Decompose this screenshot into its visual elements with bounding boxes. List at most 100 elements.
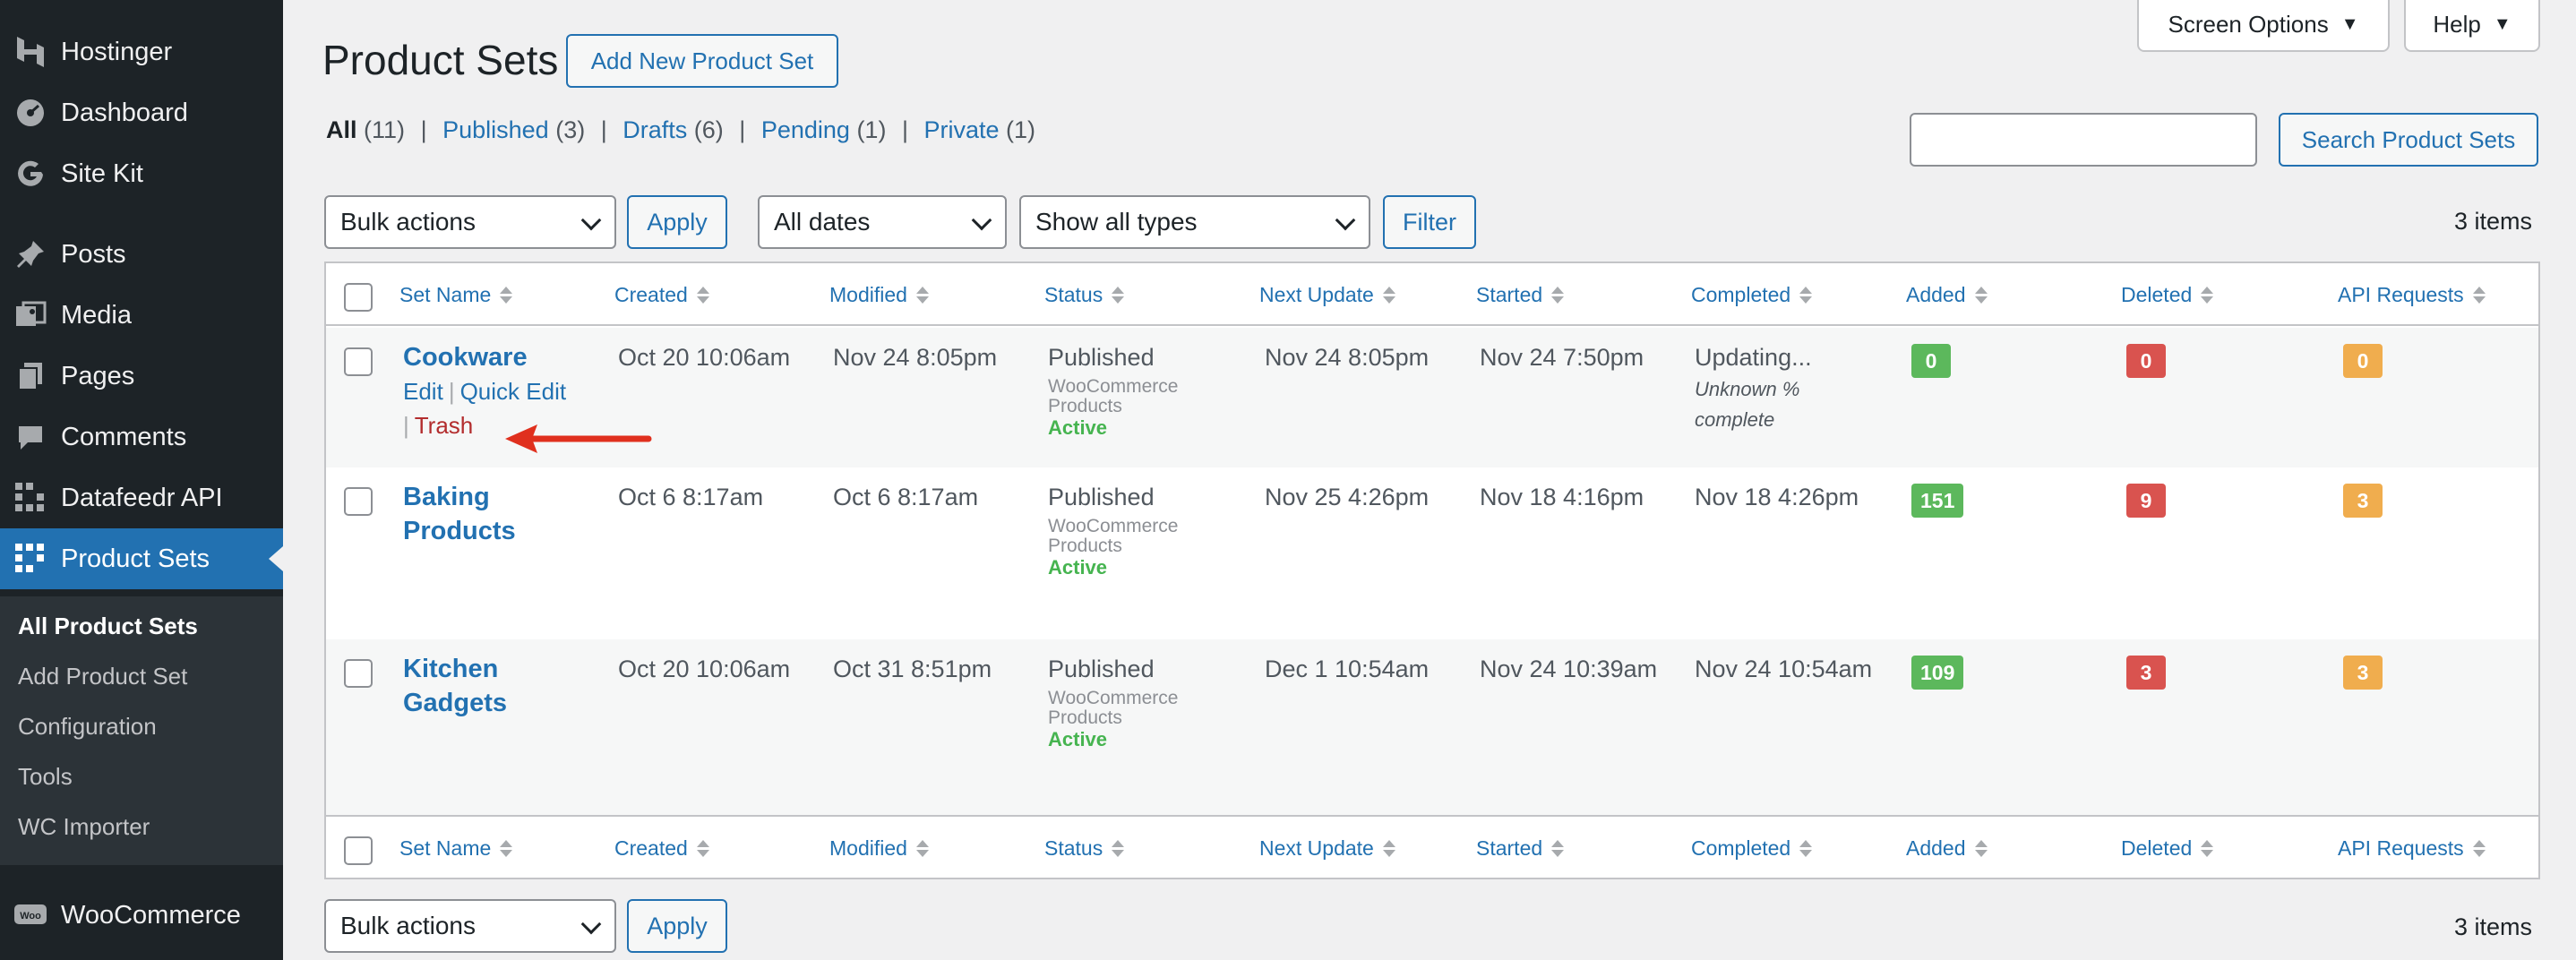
started-cell: Nov 18 4:16pm — [1480, 484, 1644, 510]
types-select[interactable]: Show all types — [1019, 195, 1370, 249]
view-drafts[interactable]: Drafts — [623, 116, 688, 143]
set-name-link[interactable]: Baking Products — [403, 483, 516, 545]
row-checkbox[interactable] — [344, 487, 373, 516]
menu-item-posts[interactable]: Posts — [0, 224, 283, 285]
menu-item-media[interactable]: Media — [0, 285, 283, 346]
items-count-bottom: 3 items — [2454, 913, 2533, 940]
column-started[interactable]: Started — [1476, 283, 1565, 307]
menu-item-pages[interactable]: Pages — [0, 346, 283, 407]
select-all-checkbox[interactable] — [344, 283, 373, 312]
sort-icon — [915, 840, 929, 857]
next-update-cell: Nov 25 4:26pm — [1265, 484, 1430, 510]
pushpin-icon — [0, 224, 61, 285]
set-name-link[interactable]: Cookware — [403, 343, 528, 372]
help-button[interactable]: Help ▼ — [2404, 0, 2540, 52]
apply-button-bottom[interactable]: Apply — [627, 899, 727, 953]
submenu-configuration[interactable]: Configuration — [18, 713, 157, 740]
sort-icon — [2472, 840, 2486, 857]
view-published[interactable]: Published — [442, 116, 549, 143]
column-modified[interactable]: Modified — [829, 283, 929, 307]
dates-select[interactable]: All dates — [758, 195, 1007, 249]
table-row: Cookware Edit | Quick Edit | Trash Oct 20 10… — [326, 328, 2538, 467]
menu-item-woocommerce[interactable]: Woo WooCommerce — [0, 885, 283, 946]
sort-icon — [500, 287, 513, 304]
menu-item-site-kit[interactable]: Site Kit — [0, 143, 283, 204]
sort-icon — [915, 287, 929, 304]
column-status[interactable]: Status — [1044, 283, 1125, 307]
sort-icon — [500, 840, 513, 857]
bulk-actions-select-bottom[interactable]: Bulk actions — [324, 899, 616, 953]
submenu-add-product-set[interactable]: Add Product Set — [18, 663, 188, 690]
completed-cell: Nov 18 4:26pm — [1695, 484, 1859, 510]
column-api-requests[interactable]: API Requests — [2338, 283, 2486, 307]
menu-item-product-sets[interactable]: Product Sets — [0, 528, 283, 589]
column-set-name[interactable]: Set Name — [399, 283, 513, 307]
trash-link[interactable]: Trash — [414, 412, 474, 439]
completed-cell: Nov 24 10:54am — [1695, 656, 1873, 682]
column-next-update[interactable]: Next Update — [1259, 283, 1395, 307]
search-product-sets-button[interactable]: Search Product Sets — [2279, 113, 2538, 167]
help-label: Help — [2433, 10, 2481, 38]
table-row: Baking Products Oct 6 8:17am Oct 6 8:17a… — [326, 467, 2538, 639]
column-status[interactable]: Status — [1044, 836, 1125, 861]
row-checkbox[interactable] — [344, 659, 373, 688]
column-next-update[interactable]: Next Update — [1259, 836, 1395, 861]
apply-button[interactable]: Apply — [627, 195, 727, 249]
column-modified[interactable]: Modified — [829, 836, 929, 861]
column-deleted[interactable]: Deleted — [2121, 283, 2214, 307]
sort-icon — [1551, 840, 1565, 857]
woocommerce-icon: Woo — [0, 885, 61, 946]
search-input[interactable] — [1910, 113, 2257, 167]
status-cell: Published WooCommerce Products Active — [1048, 344, 1179, 439]
deleted-badge: 0 — [2126, 344, 2166, 378]
menu-item-hostinger[interactable]: Hostinger — [0, 21, 283, 82]
view-all[interactable]: All — [326, 116, 357, 143]
bulk-actions-select[interactable]: Bulk actions — [324, 195, 616, 249]
chevron-down-icon — [580, 913, 602, 935]
column-set-name[interactable]: Set Name — [399, 836, 513, 861]
column-created[interactable]: Created — [614, 283, 709, 307]
next-update-cell: Nov 24 8:05pm — [1265, 344, 1430, 371]
svg-text:Woo: Woo — [20, 911, 41, 921]
column-added[interactable]: Added — [1906, 836, 1988, 861]
column-created[interactable]: Created — [614, 836, 709, 861]
sort-icon — [1799, 840, 1813, 857]
modified-cell: Oct 6 8:17am — [833, 484, 979, 510]
quick-edit-link[interactable]: Quick Edit — [459, 378, 567, 405]
screen-options-button[interactable]: Screen Options ▼ — [2137, 0, 2390, 52]
added-badge: 109 — [1911, 656, 1964, 690]
submenu-all-product-sets[interactable]: All Product Sets — [18, 613, 198, 639]
filter-button[interactable]: Filter — [1383, 195, 1476, 249]
modified-cell: Nov 24 8:05pm — [833, 344, 998, 371]
add-new-product-set-button[interactable]: Add New Product Set — [566, 34, 838, 88]
menu-item-dashboard[interactable]: Dashboard — [0, 82, 283, 143]
column-started[interactable]: Started — [1476, 836, 1565, 861]
deleted-badge: 9 — [2126, 484, 2166, 518]
submenu-tools[interactable]: Tools — [18, 763, 73, 790]
sort-icon — [2472, 287, 2486, 304]
column-added[interactable]: Added — [1906, 283, 1988, 307]
media-icon — [0, 285, 61, 346]
set-name-link[interactable]: Kitchen Gadgets — [403, 655, 508, 717]
caret-down-icon: ▼ — [2493, 13, 2512, 34]
sort-icon — [2201, 287, 2214, 304]
column-completed[interactable]: Completed — [1691, 283, 1813, 307]
menu-item-comments[interactable]: Comments — [0, 407, 283, 467]
api-requests-badge: 3 — [2343, 656, 2383, 690]
view-private[interactable]: Private — [923, 116, 1000, 143]
api-requests-badge: 3 — [2343, 484, 2383, 518]
edit-link[interactable]: Edit — [403, 378, 443, 405]
column-deleted[interactable]: Deleted — [2121, 836, 2214, 861]
submenu-wc-importer[interactable]: WC Importer — [18, 813, 150, 840]
view-pending[interactable]: Pending — [760, 116, 850, 143]
column-completed[interactable]: Completed — [1691, 836, 1813, 861]
column-api-requests[interactable]: API Requests — [2338, 836, 2486, 861]
added-badge: 0 — [1911, 344, 1951, 378]
caret-down-icon: ▼ — [2340, 13, 2359, 34]
api-requests-badge: 0 — [2343, 344, 2383, 378]
row-checkbox[interactable] — [344, 347, 373, 376]
sort-icon — [2201, 840, 2214, 857]
select-all-checkbox[interactable] — [344, 836, 373, 865]
pages-icon — [0, 346, 61, 407]
menu-item-datafeedr-api[interactable]: Datafeedr API — [0, 467, 283, 528]
